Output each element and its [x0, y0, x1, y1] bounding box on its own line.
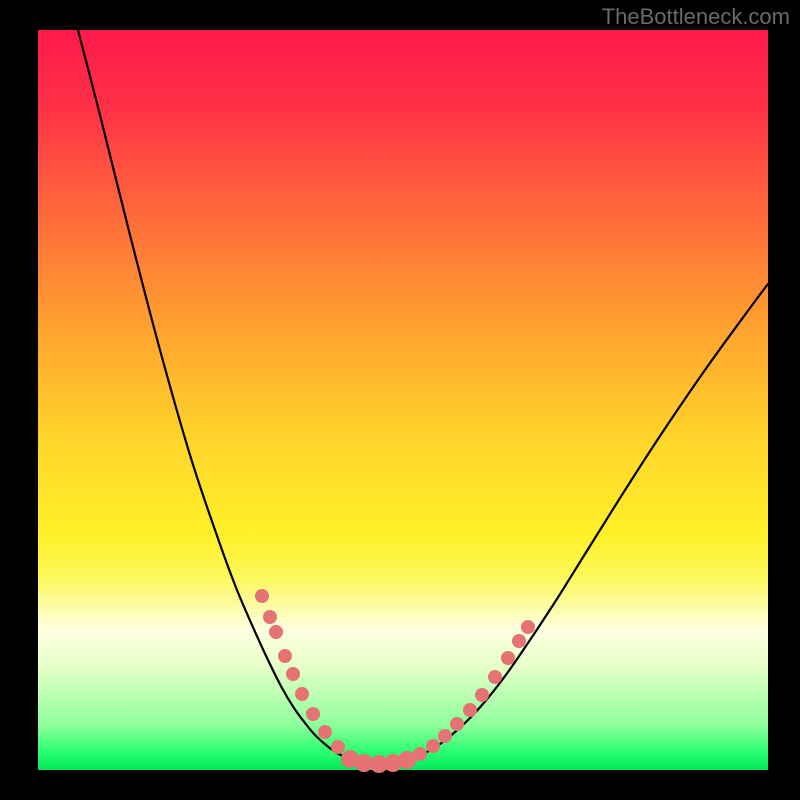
marker-left — [295, 687, 309, 701]
marker-right — [521, 620, 535, 634]
plot-area — [38, 30, 768, 770]
chart-frame: TheBottleneck.com — [0, 0, 800, 800]
marker-right — [450, 717, 464, 731]
marker-right — [438, 729, 452, 743]
marker-right — [501, 651, 515, 665]
marker-left — [263, 610, 277, 624]
marker-right — [426, 739, 440, 753]
marker-right — [512, 634, 526, 648]
marker-left — [331, 740, 345, 754]
marker-left — [306, 707, 320, 721]
marker-left — [255, 589, 269, 603]
marker-right — [463, 703, 477, 717]
marker-right — [488, 670, 502, 684]
watermark-text: TheBottleneck.com — [602, 4, 790, 30]
marker-bottom — [398, 751, 416, 769]
marker-right — [475, 688, 489, 702]
marker-left — [286, 667, 300, 681]
chart-svg — [0, 0, 800, 800]
marker-left — [318, 725, 332, 739]
marker-left — [278, 649, 292, 663]
marker-left — [269, 625, 283, 639]
